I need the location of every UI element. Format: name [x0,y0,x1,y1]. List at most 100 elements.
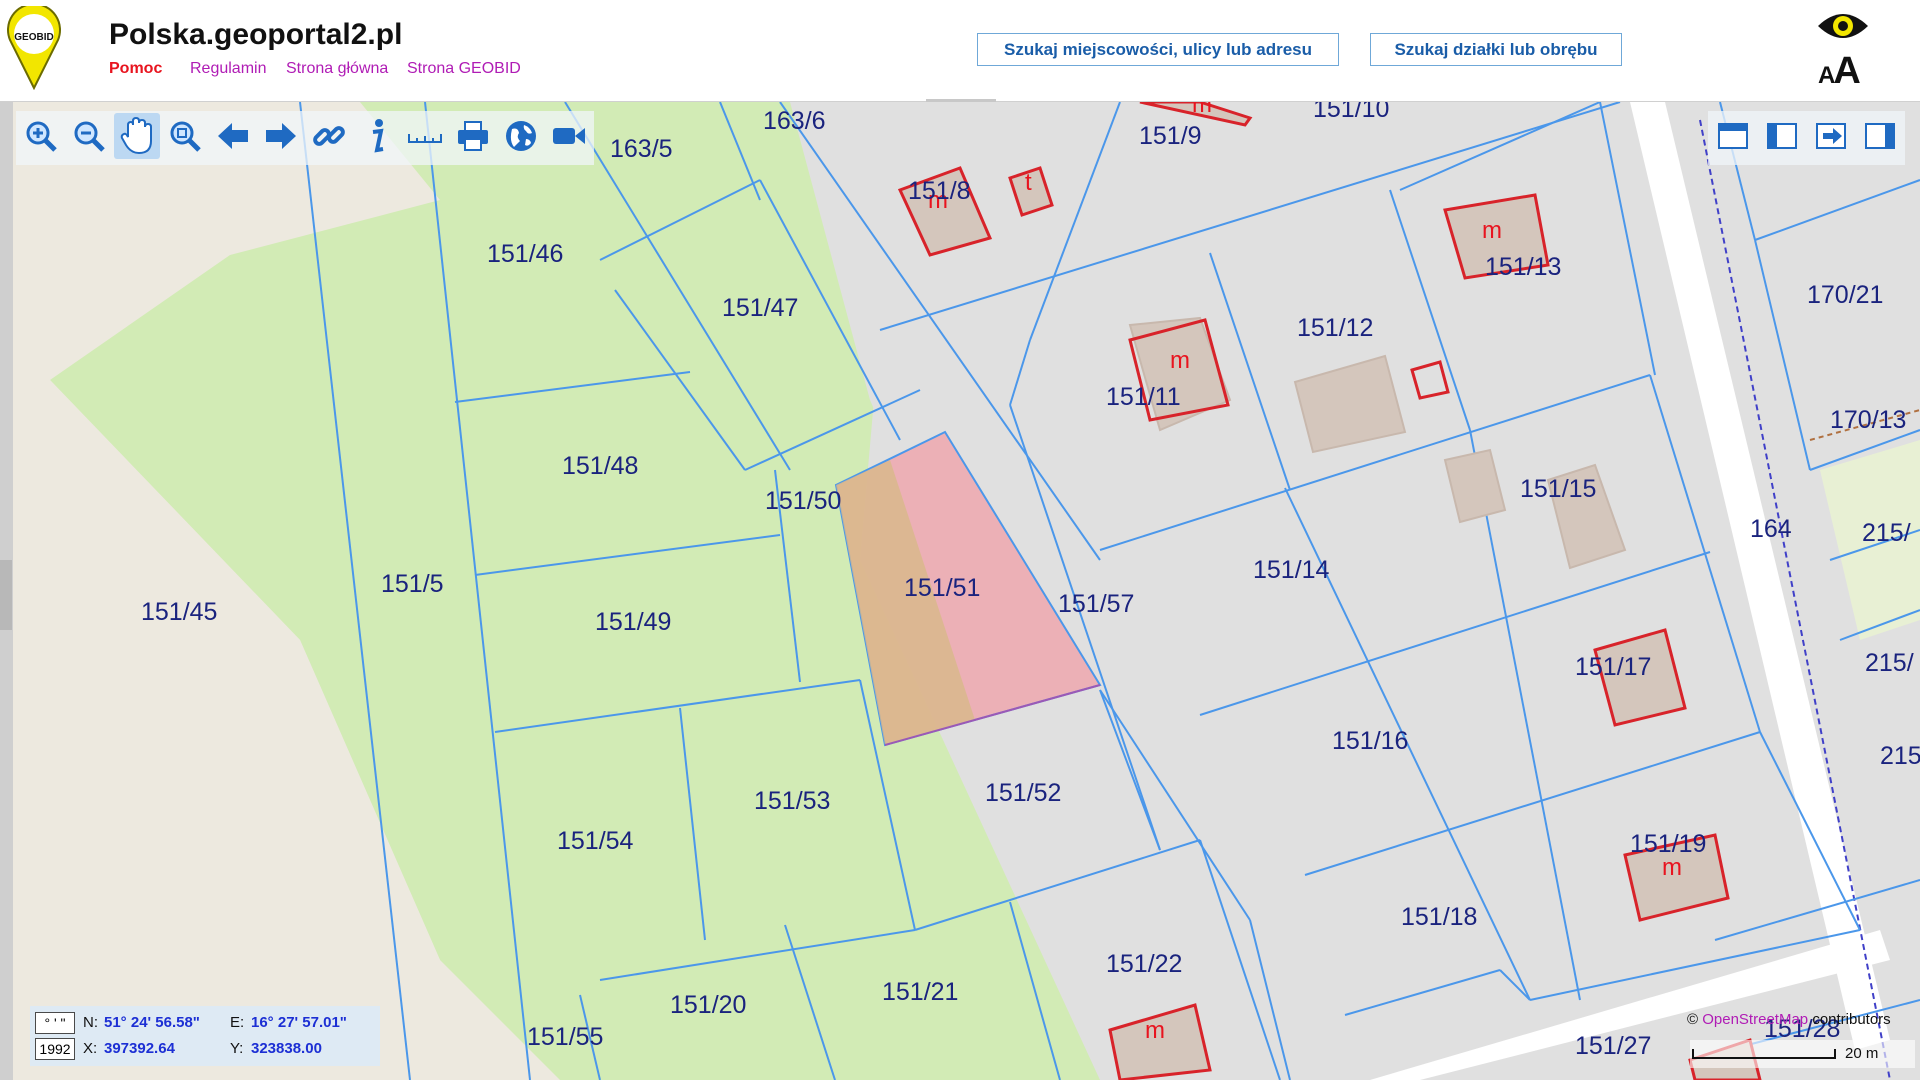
building-label: m [1482,217,1502,244]
arrow-left-icon[interactable] [210,113,256,159]
search-parcel-button[interactable]: Szukaj działki lub obrębu [1370,33,1622,66]
nav-geobid-link[interactable]: Strona GEOBID [407,60,521,77]
parcel-label: 151/50 [765,487,841,515]
osm-link[interactable]: OpenStreetMap [1702,1011,1809,1028]
y-label: Y: [230,1040,244,1057]
building-label: t [1025,169,1032,196]
header: GEOBID Polska.geoportal2.pl Pomoc Regula… [0,0,1920,105]
parcel-label: 151/53 [754,787,830,815]
parcel-label: 151/57 [1058,590,1134,618]
parcel-label: 151/45 [141,598,217,626]
attribution-suffix: contributors [1812,1011,1891,1028]
map-canvas[interactable]: m m m t m m m 163/6 163/5 151/46 151/47 … [0,102,1920,1080]
parcel-label: 151/54 [557,827,634,855]
north-label: N: [83,1014,98,1031]
copyright-symbol: © [1687,1011,1699,1028]
parcel-label: 151/20 [670,991,746,1019]
zoom-extent-icon[interactable] [162,113,208,159]
parcel-label: 151/52 [985,779,1061,807]
parcel-label: 163/6 [763,107,826,135]
search-address-button[interactable]: Szukaj miejscowości, ulicy lub adresu [977,33,1339,66]
parcel-label: 151/22 [1106,950,1182,978]
coordinates-panel: ° ' " 1992 N: 51° 24' 56.58" E: 16° 27' … [30,1006,380,1066]
parcel-labels: 163/6 163/5 151/46 151/47 151/48 151/50 … [141,102,1920,1060]
map-toolbar [16,111,594,165]
nav-home-link[interactable]: Strona główna [286,60,389,77]
parcel-label: 170/13 [1830,406,1906,434]
parcel-label: 151/27 [1575,1032,1651,1060]
parcel-label: 151/11 [1106,383,1181,411]
building-label: m [1170,347,1190,374]
parcel-label: 151/28 [1764,1015,1840,1043]
parcel-label: 164 [1750,515,1792,543]
eye-icon[interactable] [1816,8,1870,49]
zoom-in-icon[interactable] [18,113,64,159]
road [1630,102,1890,1050]
video-camera-icon[interactable] [546,113,592,159]
parcel-label: 215/ [1865,649,1914,677]
measure-ruler-icon[interactable] [402,113,448,159]
building-label: m [1145,1017,1165,1044]
panel-top-icon[interactable] [1710,113,1756,159]
parcel-label: 151/47 [722,294,798,322]
left-panel-handle[interactable] [0,560,12,630]
coord-system-toggle[interactable]: 1992 [35,1038,75,1060]
parcel-label: 163/5 [610,135,673,163]
parcel-label-selected: 151/51 [904,574,980,602]
panel-right-icon[interactable] [1857,113,1903,159]
x-label: X: [83,1040,98,1057]
parcel-boundaries [299,102,1920,1080]
building-labels: m m m t m m m [928,102,1682,1044]
parcel-label: 151/48 [562,452,638,480]
map-svg: m m m t m m m 163/6 163/5 151/46 151/47 … [0,102,1920,1080]
parcel-label: 215/ [1862,519,1911,547]
scale-bar: 20 m [1690,1040,1915,1068]
print-icon[interactable] [450,113,496,159]
building-label: m [928,187,948,214]
parcel-label: 151/49 [595,608,671,636]
site-title[interactable]: Polska.geoportal2.pl [109,18,403,51]
parcel-label: 151/13 [1485,253,1561,281]
x-value: 397392.64 [104,1040,175,1057]
font-size-small-label: A [1818,62,1835,89]
pan-hand-icon[interactable] [114,113,160,159]
nav-terms-link[interactable]: Regulamin [190,60,267,77]
geobid-logo[interactable]: GEOBID [6,3,62,91]
east-label: E: [230,1014,245,1031]
parcel-label: 151/5 [381,570,444,598]
parcel-label: 151/15 [1520,475,1596,503]
forest-area [50,102,1100,1080]
parcel-label: 151/55 [527,1023,603,1051]
north-value: 51° 24' 56.58" [104,1014,200,1031]
link-icon[interactable] [306,113,352,159]
parcel-label: 151/14 [1253,556,1330,584]
zoom-out-icon[interactable] [66,113,112,159]
parcel-label: 215 [1880,742,1920,770]
globe-icon[interactable] [498,113,544,159]
parcel-label: 151/16 [1332,727,1408,755]
east-value: 16° 27' 57.01" [251,1014,347,1031]
scale-line [1692,1049,1836,1059]
building-label: m [1662,854,1682,881]
parcel-label: 151/46 [487,240,563,268]
parcel-label: 151/10 [1313,102,1389,123]
parcel-label: 151/21 [882,978,958,1006]
panel-export-icon[interactable] [1808,113,1854,159]
dms-format-toggle[interactable]: ° ' " [35,1012,75,1034]
panel-layout-toolbar [1708,111,1905,165]
building-label: m [1192,102,1212,118]
y-value: 323838.00 [251,1040,322,1057]
arrow-right-icon[interactable] [258,113,304,159]
parcel-label: 170/21 [1807,281,1883,309]
parcel-label: 151/19 [1630,830,1706,858]
map-attribution: © OpenStreetMap contributors [1687,1011,1891,1028]
parcel-label: 151/8 [908,177,971,205]
parcel-label: 151/9 [1139,122,1202,150]
parcel-label: 151/18 [1401,903,1477,931]
nav-help-link[interactable]: Pomoc [109,60,163,77]
logo-text: GEOBID [14,32,53,43]
font-size-icon[interactable]: AA [1818,50,1861,93]
scale-label: 20 m [1845,1045,1879,1062]
panel-left-icon[interactable] [1759,113,1805,159]
info-icon[interactable] [354,113,400,159]
